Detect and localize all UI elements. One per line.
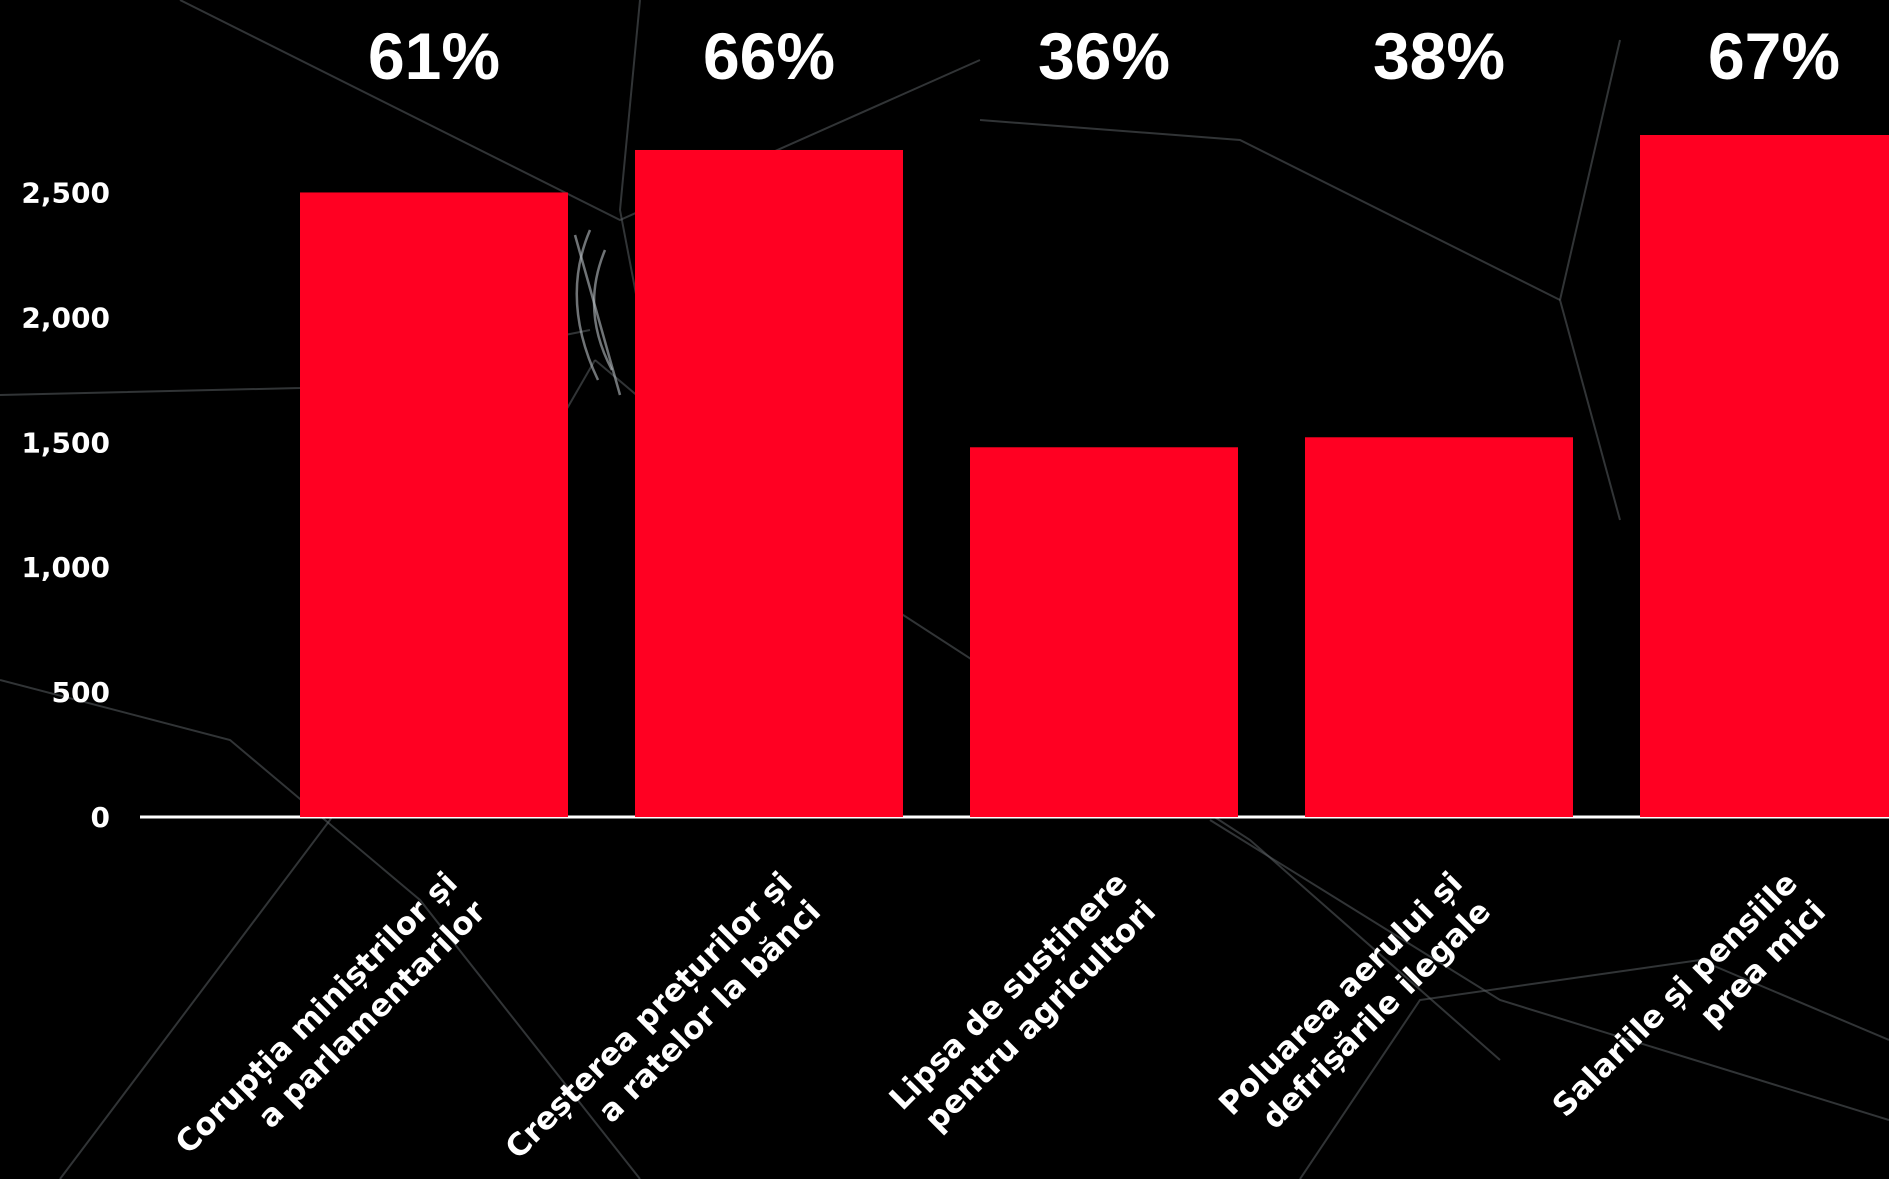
bar [970, 447, 1238, 817]
category-labels: Corupția miniștrilor șia parlamentarilor… [169, 865, 1833, 1166]
y-tick-label: 2,500 [21, 176, 110, 209]
x-category-label: Creșterea prețurilor șia ratelor la bănc… [499, 865, 828, 1166]
percentage-data-label: 36% [1038, 19, 1170, 93]
percentage-data-label: 67% [1708, 19, 1840, 93]
x-category-label-line: pentru agricultori [918, 893, 1163, 1138]
bar [1640, 135, 1889, 817]
bar [635, 149, 903, 817]
bar [1305, 437, 1573, 817]
x-category-label-line: Poluarea aerului și [1212, 865, 1469, 1122]
x-category-label-line: Lipsa de susținere [883, 865, 1135, 1117]
x-category-label-line: Salariile și pensiile [1546, 865, 1805, 1124]
percentage-data-label: 61% [368, 19, 500, 93]
x-category-label-line: defrișările ilegale [1255, 893, 1498, 1136]
y-tick-label: 1,500 [21, 426, 110, 459]
percentage-data-label: 38% [1373, 19, 1505, 93]
percentage-data-label: 66% [703, 19, 835, 93]
y-axis: 0 500 1,000 1,500 2,000 2,500 [21, 176, 110, 834]
y-tick-label: 2,000 [21, 301, 110, 334]
y-tick-label: 0 [91, 801, 110, 834]
x-category-label-line: a parlamentarilor [251, 893, 493, 1135]
x-category-label-line: Creșterea prețurilor și [499, 865, 800, 1166]
y-tick-label: 1,000 [21, 551, 110, 584]
y-tick-label: 500 [52, 676, 110, 709]
percentage-labels: 61% 66% 36% 38% 67% [368, 19, 1840, 93]
x-category-label-line: Corupția miniștrilor și [169, 865, 465, 1161]
x-category-label: Corupția miniștrilor șia parlamentarilor [169, 865, 494, 1161]
bars [300, 135, 1889, 817]
bar [300, 192, 568, 817]
